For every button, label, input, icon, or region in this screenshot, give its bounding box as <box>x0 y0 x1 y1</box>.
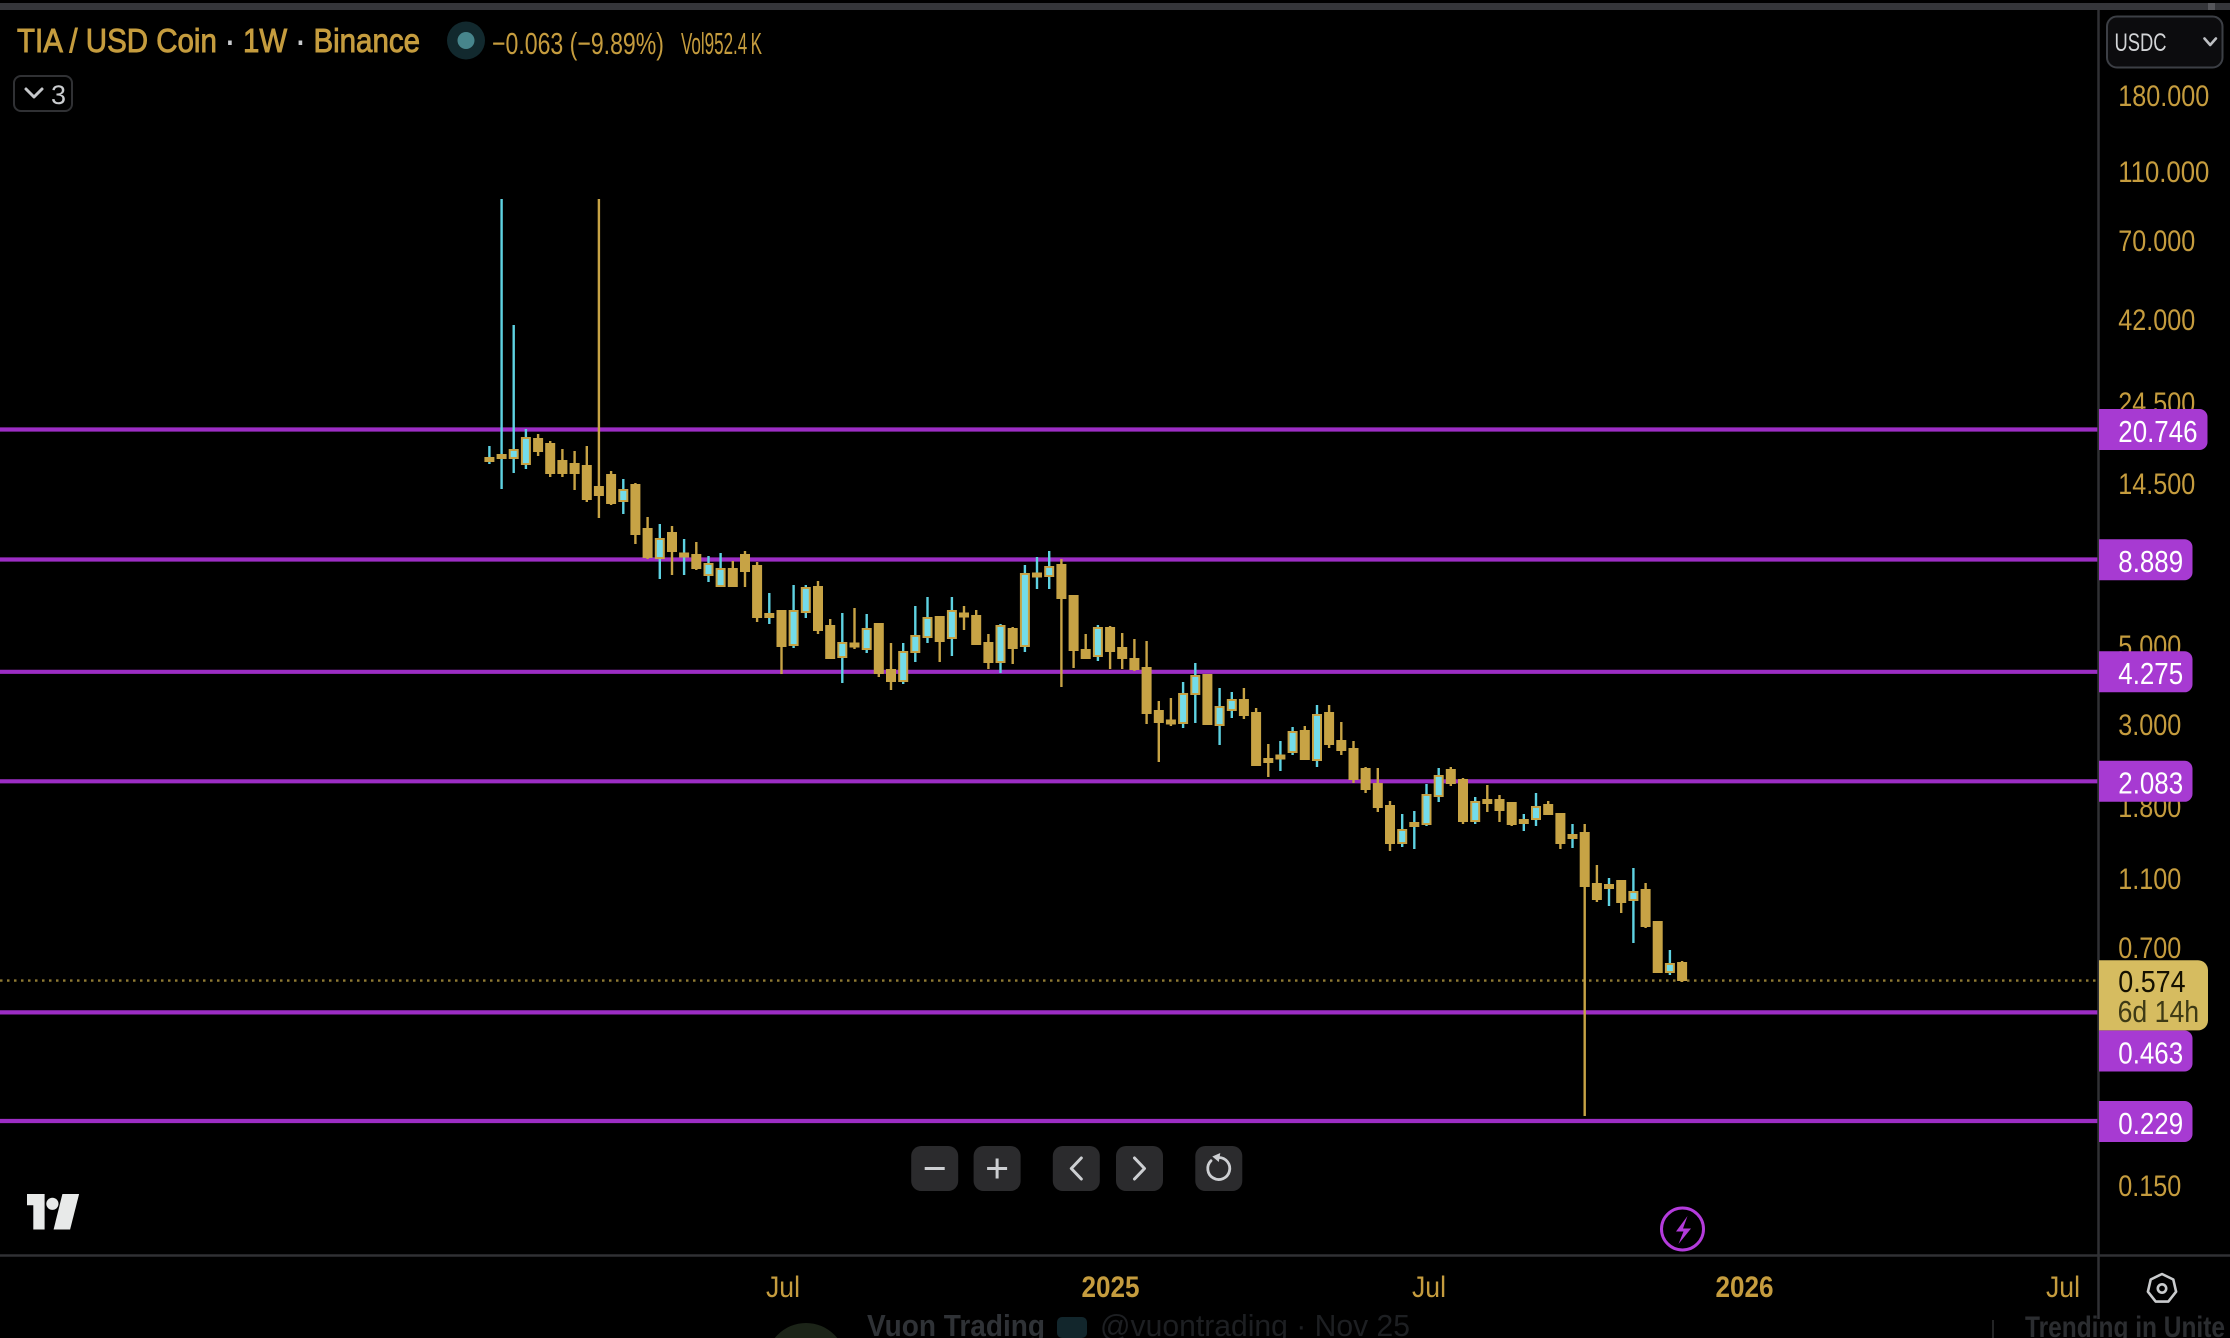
svg-text:2025: 2025 <box>1082 1271 1140 1304</box>
svg-text:Jul: Jul <box>1412 1271 1446 1304</box>
svg-text:110.000: 110.000 <box>2118 156 2209 189</box>
svg-text:180.000: 180.000 <box>2118 80 2209 113</box>
svg-text:Vuon Trading: Vuon Trading <box>867 1308 1045 1338</box>
svg-text:42.000: 42.000 <box>2118 304 2195 337</box>
svg-text:Vol952.4 K: Vol952.4 K <box>681 26 762 61</box>
svg-text:1.100: 1.100 <box>2118 863 2181 896</box>
svg-text:20.746: 20.746 <box>2118 414 2197 449</box>
svg-text:8.889: 8.889 <box>2118 544 2183 579</box>
svg-text:0.150: 0.150 <box>2118 1170 2181 1203</box>
svg-text:3: 3 <box>51 80 66 110</box>
svg-text:14.500: 14.500 <box>2118 468 2195 501</box>
svg-text:Trending in Unite: Trending in Unite <box>2025 1311 2225 1338</box>
svg-text:0.463: 0.463 <box>2118 1035 2183 1070</box>
svg-text:2.083: 2.083 <box>2118 766 2183 801</box>
svg-text:0.574: 0.574 <box>2118 964 2185 999</box>
svg-text:TIA / USD Coin · 1W · Binance: TIA / USD Coin · 1W · Binance <box>17 22 420 59</box>
svg-text:6d 14h: 6d 14h <box>2118 994 2200 1029</box>
svg-text:70.000: 70.000 <box>2118 225 2195 258</box>
svg-text:−0.063 (−9.89%): −0.063 (−9.89%) <box>492 26 664 61</box>
svg-text:4.275: 4.275 <box>2118 656 2183 691</box>
svg-text:2026: 2026 <box>1716 1271 1774 1304</box>
svg-text:@vuontrading · Nov 25: @vuontrading · Nov 25 <box>1100 1308 1410 1338</box>
svg-text:USDC: USDC <box>2115 29 2167 57</box>
svg-text:Jul: Jul <box>2046 1271 2080 1304</box>
svg-text:0.700: 0.700 <box>2118 932 2181 965</box>
svg-text:3.000: 3.000 <box>2118 709 2181 742</box>
svg-text:Jul: Jul <box>766 1271 800 1304</box>
svg-text:0.229: 0.229 <box>2118 1106 2183 1141</box>
